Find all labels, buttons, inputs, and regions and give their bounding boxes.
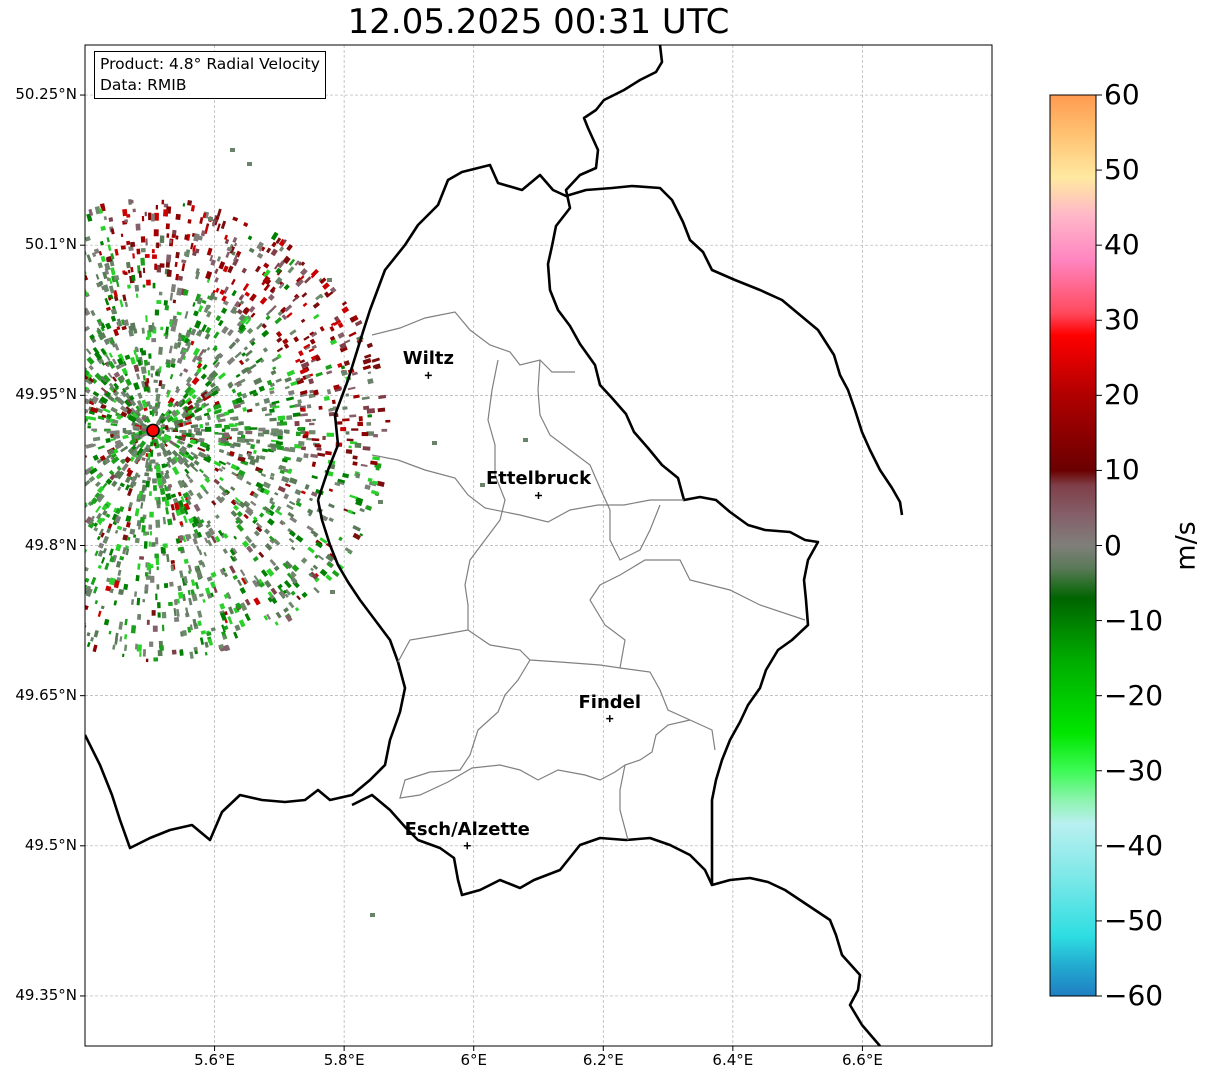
colorbar-tick-label: −50 <box>1104 903 1164 937</box>
radar-echoes <box>85 148 528 917</box>
lon-tick-label: 5.6°E <box>194 1051 235 1069</box>
colorbar-tick-label: 40 <box>1104 228 1140 262</box>
y-ticks <box>80 94 85 997</box>
city-label: Esch/Alzette <box>404 818 530 840</box>
colorbar-unit-label: m/s <box>1170 521 1202 571</box>
country-border <box>316 163 904 516</box>
colorbar-tick-label: 20 <box>1104 378 1140 412</box>
lon-tick-label: 6°E <box>460 1051 487 1069</box>
radar-site-marker <box>146 423 160 438</box>
lat-tick-label: 49.35°N <box>15 985 77 1004</box>
city-markers <box>424 371 614 850</box>
colorbar-tick-label: −10 <box>1104 603 1164 637</box>
colorbar-tick-label: −60 <box>1104 979 1164 1012</box>
canton-boundaries <box>371 311 806 841</box>
lat-tick-label: 49.65°N <box>15 685 77 704</box>
lon-tick-label: 5.8°E <box>323 1051 365 1069</box>
colorbar-tick-label: 0 <box>1104 528 1122 562</box>
city-marker <box>424 371 432 379</box>
colorbar-tick-label: 10 <box>1104 453 1140 487</box>
city-marker <box>535 491 542 499</box>
lat-tick-label: 49.95°N <box>15 385 77 404</box>
lat-tick-label: 49.5°N <box>24 835 77 854</box>
lat-tick-label: 49.8°N <box>24 535 77 554</box>
city-label: Ettelbruck <box>485 468 592 490</box>
info-box: Product: 4.8° Radial Velocity Data: RMIB <box>94 51 326 99</box>
lon-tick-label: 6.6°E <box>842 1051 883 1069</box>
city-label: Findel <box>578 691 642 713</box>
city-label: Wiltz <box>402 348 454 370</box>
lon-tick-label: 6.4°E <box>712 1051 754 1069</box>
x-ticks <box>214 1046 863 1051</box>
map-title: 12.05.2025 00:31 UTC <box>347 2 730 42</box>
colorbar-tick-label: −20 <box>1104 678 1164 712</box>
product-label: Product: 4.8° Radial Velocity <box>100 55 320 73</box>
colorbar <box>1049 94 1102 997</box>
colorbar-tick-label: −40 <box>1104 828 1164 862</box>
colorbar-tick-label: −30 <box>1104 753 1164 787</box>
gridlines <box>85 45 992 1046</box>
city-marker <box>606 715 614 723</box>
data-source-label: Data: RMIB <box>100 76 187 94</box>
colorbar-tick-label: 50 <box>1104 153 1140 187</box>
lat-tick-label: 50.25°N <box>15 85 77 104</box>
eastern-border <box>546 45 881 1046</box>
southern-border <box>351 793 714 897</box>
colorbar-tick-label: 60 <box>1104 78 1140 111</box>
colorbar-tick-label: 30 <box>1104 303 1140 337</box>
lon-tick-label: 6.2°E <box>582 1051 624 1069</box>
lat-tick-label: 50.1°N <box>24 235 77 254</box>
city-marker <box>463 842 471 850</box>
western-border <box>85 499 407 850</box>
